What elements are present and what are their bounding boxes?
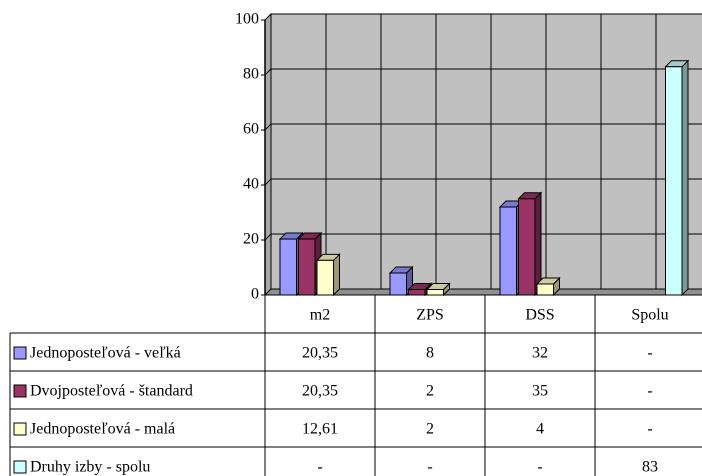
table-value: 20,35 [302,383,338,400]
legend-swatch [13,346,27,360]
category-label: Spolu [631,307,668,324]
grid-line-side [264,68,272,76]
table-value: - [427,459,432,476]
grid-line-side [264,123,272,131]
legend-swatch [13,384,27,398]
table-value: 20,35 [302,345,338,362]
plot-side-wall [264,12,272,297]
grid-line-side [264,178,272,186]
y-tick-label: 20 [243,231,259,248]
legend-label: Jednoposteľová - malá [30,421,175,438]
category-label: ZPS [416,307,444,324]
bar [499,206,517,296]
bar [389,272,407,296]
bar [536,283,554,296]
category-label: m2 [310,307,330,324]
table-value: - [647,421,652,438]
table-value: - [317,459,322,476]
table-value: 83 [642,459,658,476]
table-value: 32 [532,345,548,362]
table-value: 2 [426,383,434,400]
y-tick-label: 60 [243,121,259,138]
legend-swatch [13,422,27,436]
table-value: 35 [532,383,548,400]
table-value: - [537,459,542,476]
legend-label: Jednoposteľová - veľká [30,345,181,362]
y-tick-label: 100 [235,11,259,28]
grid-line-side [264,288,272,296]
bar [518,198,536,296]
bar [408,289,426,296]
table-value: - [647,383,652,400]
table-value: 8 [426,345,434,362]
y-tick-label: 40 [243,176,259,193]
bar-side [681,59,689,297]
table-value: - [647,345,652,362]
bar-side [333,253,340,297]
bar-side [534,191,542,297]
legend-label: Druhy izby - spolu [30,459,150,476]
plot-wall [270,13,702,290]
grid-line-side [264,13,272,21]
table-value: 12,61 [302,421,338,438]
bar [316,259,334,296]
legend-swatch [13,460,27,474]
bar [279,238,297,296]
legend-label: Dvojposteľová - štandard [30,383,193,400]
grid-line-side [264,233,272,241]
bar [298,238,316,296]
y-tick-label: 0 [251,286,259,303]
table-value: 4 [536,421,544,438]
category-label: DSS [525,307,554,324]
y-tick-label: 80 [243,66,259,83]
bar [426,289,444,296]
bar [665,66,683,296]
table-value: 2 [426,421,434,438]
